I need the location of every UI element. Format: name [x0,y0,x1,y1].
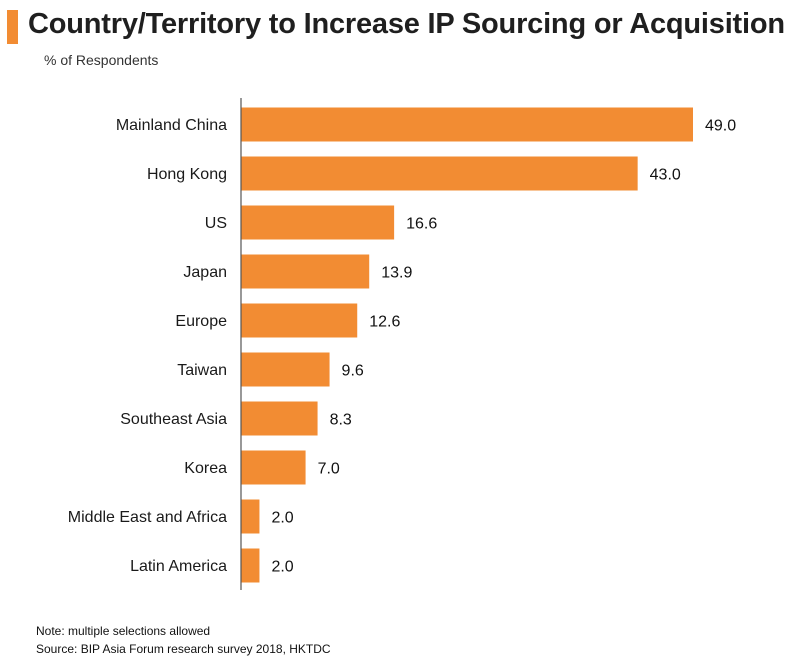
value-label: 9.6 [342,363,364,380]
category-label: Southeast Asia [120,411,227,428]
value-label: 49.0 [705,118,736,135]
category-label: Japan [183,264,227,281]
chart-title: Country/Territory to Increase IP Sourcin… [28,8,785,40]
bar-hong-kong [241,156,638,191]
value-label: 2.0 [271,559,293,576]
bar-southeast-asia [241,401,318,436]
category-label: Korea [184,460,227,477]
bar-middle-east-and-africa [241,499,260,534]
bar-latin-america [241,548,260,583]
category-label: Hong Kong [147,166,227,183]
chart-subtitle: % of Respondents [44,52,159,68]
bar-us [241,205,395,240]
value-label: 13.9 [381,265,412,282]
value-labels-group: 49.0 43.0 16.6 13.9 12.6 9.6 8.3 7.0 2.0 2.0 [271,118,736,576]
category-labels-group: Mainland China Hong Kong US Japan Europe Taiw… [68,117,227,575]
bar-mainland-china [241,107,693,142]
value-label: 12.6 [369,314,400,331]
category-label: US [205,215,227,232]
category-label: Middle East and Africa [68,509,227,526]
bars-group [241,107,693,583]
category-label: Taiwan [177,362,227,379]
bar-europe [241,303,358,338]
bar-japan [241,254,370,289]
category-label: Latin America [130,558,227,575]
bar-korea [241,450,306,485]
footnote-source: Source: BIP Asia Forum research survey 2… [36,642,331,656]
category-label: Mainland China [116,117,227,134]
category-label: Europe [175,313,227,330]
value-label: 43.0 [650,167,681,184]
bar-taiwan [241,352,330,387]
value-label: 16.6 [406,216,437,233]
value-label: 7.0 [318,461,340,478]
value-label: 2.0 [271,510,293,527]
value-label: 8.3 [330,412,352,429]
title-accent-bar [7,10,18,44]
footnote-note: Note: multiple selections allowed [36,624,211,638]
